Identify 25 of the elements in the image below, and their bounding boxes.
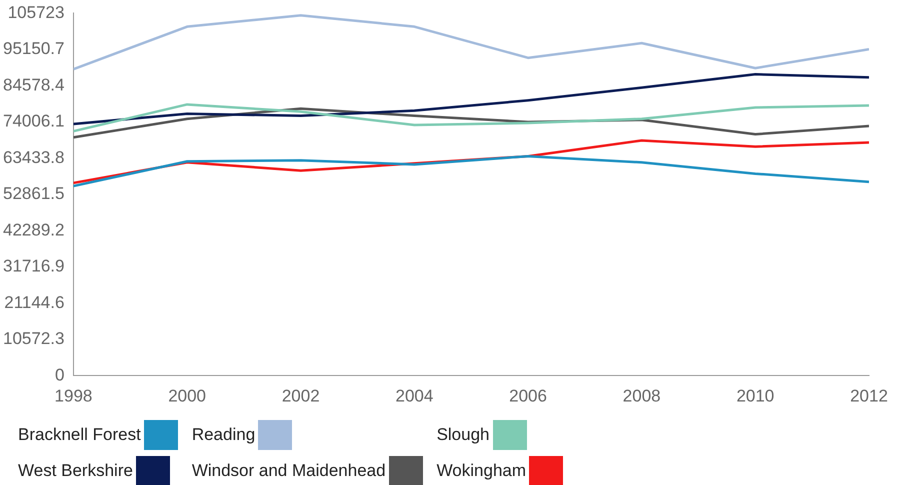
y-tick-label: 10572.3	[3, 329, 64, 348]
y-tick-label: 84578.4	[3, 75, 64, 94]
x-tick-label: 2008	[622, 386, 661, 406]
y-tick-label: 74006.1	[3, 112, 64, 131]
x-tick-label: 2004	[395, 386, 434, 406]
x-tick-label: 2006	[509, 386, 547, 406]
legend-label: Slough	[436, 425, 490, 445]
y-tick-label: 42289.2	[3, 220, 64, 240]
x-tick-label: 2000	[168, 386, 206, 406]
x-tick-label: 2002	[282, 386, 320, 406]
x-tick-label: 2012	[850, 386, 888, 406]
y-tick-label: 31716.9	[3, 256, 64, 276]
legend-label: West Berkshire	[18, 461, 133, 481]
y-tick-label: 52861.5	[3, 184, 64, 204]
legend-label: Windsor and Maidenhead	[192, 461, 386, 481]
y-tick-label: 105723	[8, 2, 64, 22]
x-tick-label: 2010	[736, 386, 774, 406]
legend-label: Wokingham	[436, 461, 526, 481]
x-tick-label: 1998	[54, 386, 92, 406]
y-tick-label: 0	[54, 365, 64, 384]
y-tick-label: 95150.7	[3, 39, 64, 58]
y-tick-label: 21144.6	[4, 292, 64, 312]
legend-label: Bracknell Forest	[18, 425, 141, 445]
legend-label: Reading	[192, 425, 256, 445]
y-tick-label: 63433.8	[3, 148, 64, 167]
